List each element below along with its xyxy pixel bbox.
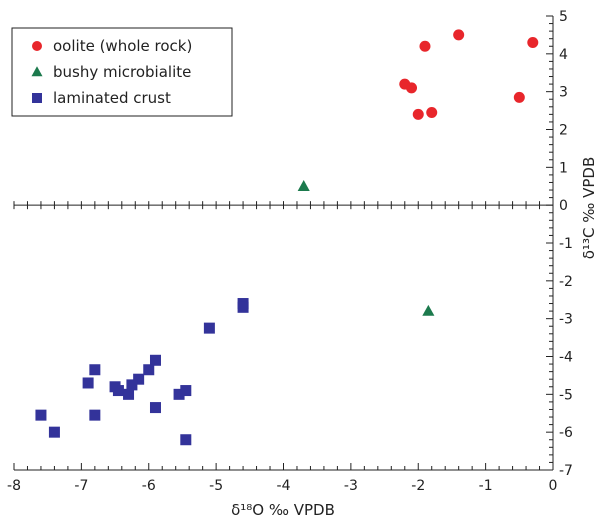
y-tick-label: -2 (559, 274, 573, 290)
x-tick-label: -1 (479, 478, 493, 494)
x-tick-label: -8 (7, 478, 21, 494)
y-tick-label: -7 (559, 463, 573, 479)
square-point (203, 322, 215, 334)
circle-point (453, 29, 465, 41)
x-tick-label: -4 (277, 478, 291, 494)
x-tick-label: -7 (74, 478, 88, 494)
square-point (149, 402, 161, 414)
legend-label: laminated crust (53, 89, 171, 107)
y-tick-label: -3 (559, 312, 573, 328)
square-point (89, 364, 101, 376)
y-tick-label: -1 (559, 236, 573, 252)
y-tick-label: 4 (559, 47, 568, 63)
x-axis-title: δ¹⁸O ‰ VPDB (231, 501, 335, 519)
square-point (126, 379, 138, 391)
legend-label: oolite (whole rock) (53, 37, 192, 55)
circle-point (406, 82, 418, 94)
legend-marker-triangle (31, 66, 43, 77)
y-tick-label: 5 (559, 9, 568, 25)
x-tick-label: -2 (411, 478, 425, 494)
square-point (149, 354, 161, 366)
y-tick-label: 2 (559, 123, 568, 139)
y-tick-label: -4 (559, 350, 573, 366)
circle-point (412, 108, 424, 120)
square-point (143, 364, 155, 376)
y-tick-label: 0 (559, 198, 568, 214)
legend-marker-circle (32, 41, 42, 51)
y-tick-label: -5 (559, 387, 573, 403)
circle-point (513, 91, 525, 103)
square-point (180, 385, 192, 397)
square-point (180, 434, 192, 446)
square-point (173, 388, 185, 400)
circle-point (527, 36, 539, 48)
square-point (237, 301, 249, 313)
legend-box (11, 27, 233, 117)
legend-label: bushy microbialite (53, 63, 191, 81)
circle-point (426, 106, 438, 118)
data-points (35, 29, 539, 446)
x-tick-label: -5 (209, 478, 223, 494)
y-tick-label: 1 (559, 160, 568, 176)
square-point (82, 377, 94, 389)
y-axis-title: δ¹³C ‰ VPDB (580, 157, 598, 260)
square-point (35, 409, 47, 421)
square-point (123, 388, 135, 400)
circle-point (419, 40, 431, 52)
square-point (112, 385, 124, 397)
y-tick-label: -6 (559, 425, 573, 441)
legend-marker-square (32, 93, 42, 103)
triangle-point (297, 179, 310, 191)
legend: oolite (whole rock) bushy microbialite lam… (11, 27, 233, 117)
triangle-point (422, 304, 435, 316)
square-point (133, 373, 145, 385)
x-tick-label: -6 (142, 478, 156, 494)
square-point (48, 426, 60, 438)
x-tick-label: 0 (549, 478, 558, 494)
x-tick-label: -3 (344, 478, 358, 494)
square-point (89, 409, 101, 421)
y-tick-label: 3 (559, 85, 568, 101)
